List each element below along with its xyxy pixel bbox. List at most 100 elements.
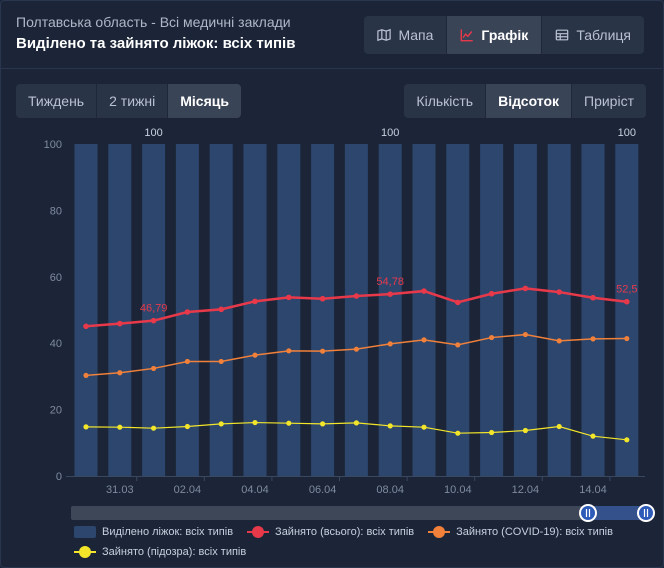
series-point-covid — [590, 336, 596, 342]
series-data-label-total: 46,79 — [140, 303, 168, 315]
x-tick-label: 14.04 — [579, 484, 607, 496]
tab-week[interactable]: Тиждень — [16, 84, 98, 118]
range-scrollbar-track — [71, 506, 647, 520]
tab-percent[interactable]: Відсоток — [486, 84, 573, 118]
chart-legend: Виділено ліжок: всіх типів Зайнято (всьо… — [74, 526, 654, 558]
chart-canvas: 0 20 40 60 80 100 31.03 02.04 04.04 06.04 08.04 10.… — [44, 127, 655, 522]
series-point-covid — [286, 348, 292, 354]
legend-item-total[interactable]: Зайнято (всього): всіх типів — [247, 526, 414, 538]
tab-count[interactable]: Кількість — [404, 84, 487, 118]
tab-chart[interactable]: Графік — [447, 16, 543, 54]
series-point-suspected — [522, 427, 529, 434]
series-point-covid — [320, 348, 326, 354]
tab-growth[interactable]: Приріст — [572, 84, 646, 118]
bar-allocated — [581, 144, 605, 476]
legend-label-suspected: Зайнято (підозра): всіх типів — [102, 546, 247, 558]
series-point-covid — [252, 352, 258, 358]
series-point-suspected — [286, 420, 292, 426]
series-data-label-total: 52,5 — [616, 284, 637, 296]
series-point-suspected — [421, 424, 427, 430]
series-point-covid — [421, 337, 427, 343]
header-divider — [0, 68, 662, 69]
chart-header: Полтавська область - Всі медичні заклади… — [16, 14, 295, 52]
bar-data-label: 100 — [381, 127, 399, 139]
period-switcher: Тиждень 2 тижні Місяць — [16, 84, 241, 118]
tab-map-label: Мапа — [398, 27, 434, 43]
range-scrollbar-thumb — [587, 506, 647, 520]
series-point-covid — [151, 365, 157, 372]
legend-label-total: Зайнято (всього): всіх типів — [275, 526, 415, 538]
bar-allocated — [615, 144, 639, 476]
y-tick-label: 0 — [56, 471, 62, 483]
legend-swatch-total — [247, 526, 270, 538]
y-tick-label: 40 — [50, 338, 62, 350]
series-point-total — [117, 320, 123, 327]
series-point-total — [421, 288, 427, 294]
legend-label-allocated: Виділено ліжок: всіх типів — [102, 526, 234, 538]
bar-allocated — [513, 144, 537, 476]
series-point-total — [455, 299, 461, 306]
series-point-covid — [489, 334, 495, 341]
legend-item-suspected[interactable]: Зайнято (підозра): всіх типів — [74, 546, 246, 558]
y-tick-label: 20 — [50, 405, 62, 417]
bar-allocated — [378, 144, 402, 476]
chart-title: Виділено та зайнято ліжок: всіх типів — [16, 35, 296, 52]
series-point-covid — [117, 370, 123, 376]
region-subtitle: Полтавська область - Всі медичні заклади — [16, 14, 291, 30]
series-point-suspected — [353, 420, 359, 426]
range-handle-left[interactable] — [579, 504, 597, 522]
series-point-total — [522, 285, 529, 292]
bar-data-label: 100 — [618, 127, 636, 139]
legend-label-covid: Зайнято (COVID-19): всіх типів — [456, 526, 613, 538]
series-point-total — [556, 289, 562, 295]
map-icon — [377, 28, 392, 42]
series-point-covid — [624, 335, 630, 342]
y-tick-label: 60 — [50, 272, 62, 284]
series-point-total — [387, 291, 394, 297]
table-icon — [556, 29, 569, 41]
series-point-covid — [184, 358, 190, 365]
tab-table[interactable]: Таблиця — [542, 16, 644, 54]
series-point-suspected — [83, 424, 89, 430]
series-point-covid — [353, 346, 359, 352]
series-point-covid — [455, 342, 461, 348]
series-point-total — [218, 306, 224, 313]
y-tick-label: 80 — [50, 205, 62, 217]
bar-allocated — [277, 144, 301, 476]
series-point-total — [319, 295, 326, 302]
bar-data-label: 100 — [144, 127, 162, 139]
mode-switcher: Кількість Відсоток Приріст — [404, 84, 646, 118]
legend-item-allocated[interactable]: Виділено ліжок: всіх типів — [74, 526, 233, 538]
range-handle-right[interactable] — [637, 504, 655, 522]
legend-item-covid[interactable]: Зайнято (COVID-19): всіх типів — [428, 526, 613, 538]
tab-map[interactable]: Мапа — [364, 16, 448, 54]
y-tick-label: 100 — [44, 139, 62, 151]
tab-chart-label: Графік — [481, 27, 529, 43]
series-point-suspected — [184, 423, 190, 430]
bar-allocated — [446, 144, 470, 476]
legend-swatch-covid — [428, 526, 451, 538]
tab-month[interactable]: Місяць — [168, 84, 241, 118]
series-point-covid — [522, 331, 529, 338]
series-point-suspected — [489, 429, 495, 436]
series-data-label-total: 54,78 — [376, 276, 404, 288]
series-point-suspected — [590, 433, 596, 439]
series-point-total — [624, 298, 630, 305]
x-tick-label: 06.04 — [309, 484, 337, 496]
x-tick-label: 02.04 — [174, 484, 202, 496]
series-point-total — [590, 294, 596, 301]
series-point-suspected — [624, 437, 630, 443]
bar-allocated — [311, 144, 335, 476]
series-point-total — [488, 290, 495, 297]
x-tick-label: 31.03 — [106, 484, 134, 496]
series-point-suspected — [556, 423, 562, 430]
series-point-covid — [83, 372, 89, 379]
series-point-suspected — [117, 424, 123, 430]
bar-allocated — [344, 144, 368, 476]
x-tick-label: 12.04 — [512, 484, 540, 496]
bar-allocated — [412, 144, 436, 476]
tab-two-weeks[interactable]: 2 тижні — [97, 84, 169, 118]
bar-allocated — [547, 144, 571, 476]
series-point-suspected — [151, 425, 157, 431]
series-point-total — [353, 293, 360, 299]
